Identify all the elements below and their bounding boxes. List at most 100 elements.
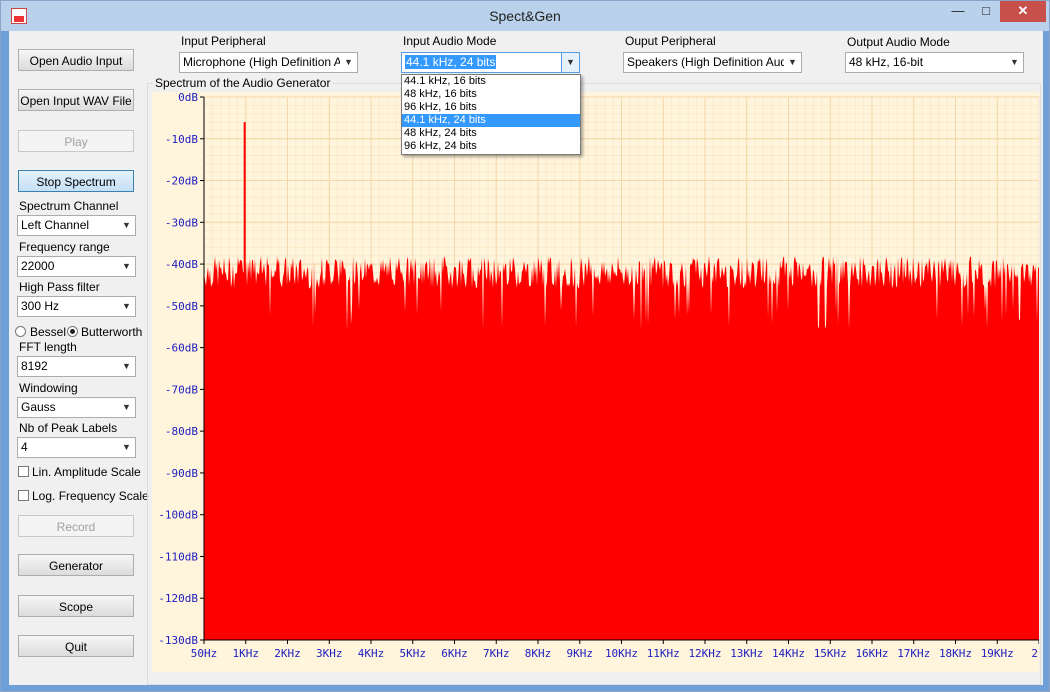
scope-button[interactable]: Scope (18, 595, 134, 617)
y-tick-label: -40dB (165, 258, 198, 271)
input-audio-mode-select[interactable]: 44.1 kHz, 24 bits ▼ (401, 52, 580, 73)
windowing-value: Gauss (21, 400, 56, 414)
x-tick-label: 5KHz (400, 647, 427, 660)
maximize-button[interactable]: □ (982, 3, 990, 18)
output-peripheral-select[interactable]: Speakers (High Definition Audio ▼ (623, 52, 802, 73)
peak-labels-value: 4 (21, 440, 28, 454)
frequency-range-value: 22000 (21, 259, 55, 273)
output-audio-mode-value: 48 kHz, 16-bit (849, 55, 924, 69)
chevron-down-icon: ▼ (118, 257, 135, 276)
windowing-select[interactable]: Gauss ▼ (17, 397, 136, 418)
x-tick-label: 13KHz (730, 647, 763, 660)
app-icon[interactable] (11, 8, 27, 24)
spectrum-group-label: Spectrum of the Audio Generator (153, 76, 333, 90)
input-audio-mode-label: Input Audio Mode (403, 34, 497, 48)
spectrum-chart: 0dB -10dB -20dB -30dB -40dB -50dB -60dB -70dB -8… (158, 91, 1040, 660)
chevron-down-icon: ▼ (340, 53, 357, 72)
chevron-down-icon: ▼ (1006, 53, 1023, 72)
fft-length-value: 8192 (21, 359, 48, 373)
high-pass-value: 300 Hz (21, 299, 60, 313)
spectrum-channel-value: Left Channel (21, 218, 90, 232)
generator-button[interactable]: Generator (18, 554, 134, 576)
y-tick-label: -70dB (165, 383, 198, 396)
open-audio-input-button[interactable]: Open Audio Input (18, 49, 134, 71)
peak-labels-select[interactable]: 4 ▼ (17, 437, 136, 458)
y-tick-label: -80dB (165, 425, 198, 438)
y-tick-label: -60dB (165, 342, 198, 355)
butterworth-label: Butterworth (81, 325, 143, 339)
x-tick-label: 3KHz (316, 647, 343, 660)
windowing-label: Windowing (19, 381, 78, 395)
title-bar: Spect&Gen — □ ✕ (1, 1, 1049, 31)
x-tick-label: 1KHz (233, 647, 260, 660)
x-tick-label: 8KHz (525, 647, 552, 660)
input-peripheral-value: Microphone (High Definition Aud (183, 55, 356, 69)
x-tick-label: 6KHz (441, 647, 468, 660)
x-tick-label: 16KHz (855, 647, 888, 660)
input-audio-mode-value: 44.1 kHz, 24 bits (405, 55, 497, 69)
x-tick-label: 4KHz (358, 647, 385, 660)
quit-button[interactable]: Quit (18, 635, 134, 657)
y-tick-label: -10dB (165, 133, 198, 146)
spectrum-groupbox (147, 83, 1041, 685)
log-frequency-label: Log. Frequency Scale (32, 489, 149, 503)
x-tick-label: 50Hz (191, 647, 218, 660)
dropdown-option[interactable]: 48 kHz, 16 bits (404, 88, 477, 100)
output-audio-mode-select[interactable]: 48 kHz, 16-bit ▼ (845, 52, 1024, 73)
output-peripheral-label: Ouput Peripheral (625, 34, 716, 48)
spectrum-area (204, 255, 1039, 640)
chevron-down-icon: ▼ (118, 216, 135, 235)
x-tick-label: 14KHz (772, 647, 805, 660)
stop-spectrum-button[interactable]: Stop Spectrum (18, 170, 134, 192)
play-button[interactable]: Play (18, 130, 134, 152)
x-tick-label: 18KHz (939, 647, 972, 660)
client-area: Open Audio Input Open Input WAV File Pla… (9, 31, 1043, 685)
frequency-range-select[interactable]: 22000 ▼ (17, 256, 136, 277)
lin-amplitude-checkbox[interactable] (18, 466, 29, 477)
fft-length-select[interactable]: 8192 ▼ (17, 356, 136, 377)
spectrum-plot[interactable]: 0dB -10dB -20dB -30dB -40dB -50dB -60dB -70dB -8… (152, 91, 1040, 672)
x-tick-label: 9KHz (567, 647, 594, 660)
x-tick-label: 7KHz (483, 647, 510, 660)
x-tick-label: 2KHz (274, 647, 301, 660)
dropdown-option[interactable]: 96 kHz, 24 bits (404, 140, 477, 152)
high-pass-select[interactable]: 300 Hz ▼ (17, 296, 136, 317)
x-tick-label: 2 (1031, 647, 1038, 660)
y-tick-label: -20dB (165, 175, 198, 188)
input-audio-mode-dropdown[interactable]: 44.1 kHz, 16 bits 48 kHz, 16 bits 96 kHz, … (401, 74, 581, 155)
chevron-down-icon: ▼ (118, 357, 135, 376)
dropdown-option[interactable]: 44.1 kHz, 24 bits (402, 114, 580, 127)
chevron-down-icon: ▼ (118, 297, 135, 316)
frequency-range-label: Frequency range (19, 240, 110, 254)
x-tick-label: 10KHz (605, 647, 638, 660)
x-tick-label: 15KHz (814, 647, 847, 660)
y-tick-label: -110dB (158, 550, 198, 563)
y-tick-label: -50dB (165, 300, 198, 313)
chevron-down-icon: ▼ (118, 438, 135, 457)
high-pass-label: High Pass filter (19, 280, 100, 294)
open-input-wav-button[interactable]: Open Input WAV File (18, 89, 134, 111)
dropdown-option[interactable]: 48 kHz, 24 bits (404, 127, 477, 139)
input-peripheral-select[interactable]: Microphone (High Definition Aud ▼ (179, 52, 358, 73)
chevron-down-icon: ▼ (118, 398, 135, 417)
x-tick-label: 11KHz (647, 647, 680, 660)
fft-length-label: FFT length (19, 340, 77, 354)
bessel-radio[interactable] (15, 326, 26, 337)
close-button[interactable]: ✕ (1000, 1, 1046, 22)
log-frequency-checkbox[interactable] (18, 490, 29, 501)
window-title: Spect&Gen (489, 8, 561, 24)
record-button[interactable]: Record (18, 515, 134, 537)
dropdown-option[interactable]: 96 kHz, 16 bits (404, 101, 477, 113)
x-tick-label: 19KHz (981, 647, 1014, 660)
peak-labels-label: Nb of Peak Labels (19, 421, 118, 435)
minimize-button[interactable]: — (951, 3, 965, 18)
y-tick-label: -130dB (158, 634, 198, 647)
dropdown-option[interactable]: 44.1 kHz, 16 bits (404, 75, 486, 87)
input-peripheral-label: Input Peripheral (181, 34, 266, 48)
bessel-label: Bessel (30, 325, 67, 339)
butterworth-radio[interactable] (67, 326, 78, 337)
spectrum-channel-label: Spectrum Channel (19, 199, 119, 213)
spectrum-channel-select[interactable]: Left Channel ▼ (17, 215, 136, 236)
x-tick-label: 12KHz (688, 647, 721, 660)
